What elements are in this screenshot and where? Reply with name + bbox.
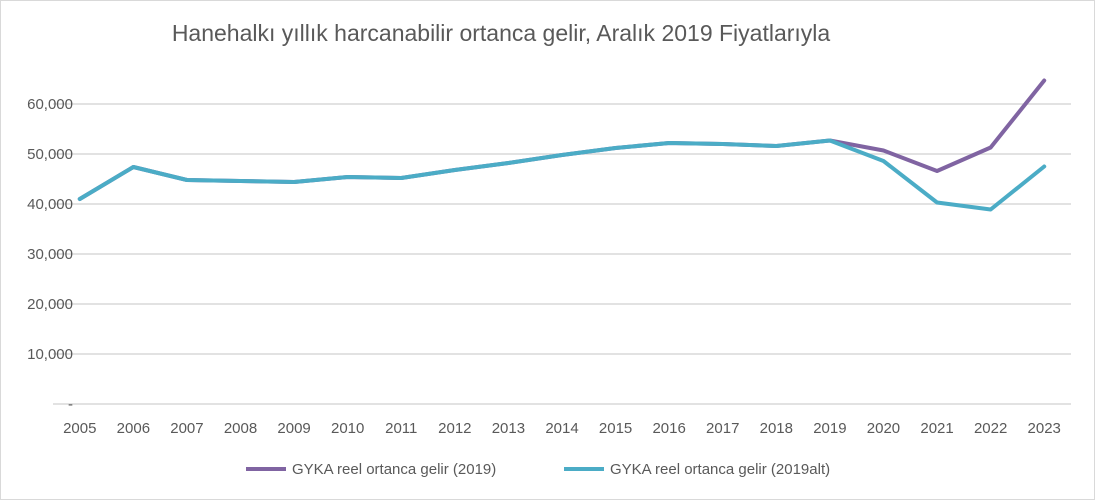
x-tick-label: 2007 [170,420,203,437]
x-tick-label: 2021 [920,420,953,437]
y-tick-label: 60,000 [27,96,73,113]
legend-label: GYKA reel ortanca gelir (2019) [292,461,496,478]
y-tick-label: 20,000 [27,296,73,313]
x-tick-label: 2012 [438,420,471,437]
x-tick-label: 2005 [63,420,96,437]
y-tick-label: 50,000 [27,146,73,163]
series-line-2 [80,141,1044,210]
x-tick-label: 2011 [385,420,417,437]
x-tick-label: 2018 [760,420,793,437]
x-tick-label: 2017 [706,420,739,437]
chart-title: Hanehalkı yıllık harcanabilir ortanca ge… [172,20,831,46]
legend-label: GYKA reel ortanca gelir (2019alt) [610,461,830,478]
x-tick-label: 2010 [331,420,364,437]
x-tick-label: 2019 [813,420,846,437]
y-tick-label: 10,000 [27,346,73,363]
x-tick-label: 2015 [599,420,632,437]
y-tick-label: - [68,396,73,413]
x-tick-label: 2014 [545,420,578,437]
x-tick-label: 2009 [277,420,310,437]
x-tick-label: 2023 [1028,420,1061,437]
y-tick-label: 30,000 [27,246,73,263]
x-tick-label: 2020 [867,420,900,437]
x-tick-label: 2008 [224,420,257,437]
x-tick-label: 2022 [974,420,1007,437]
x-tick-label: 2013 [492,420,525,437]
x-tick-label: 2016 [652,420,685,437]
x-tick-label: 2006 [117,420,150,437]
y-tick-label: 40,000 [27,196,73,213]
